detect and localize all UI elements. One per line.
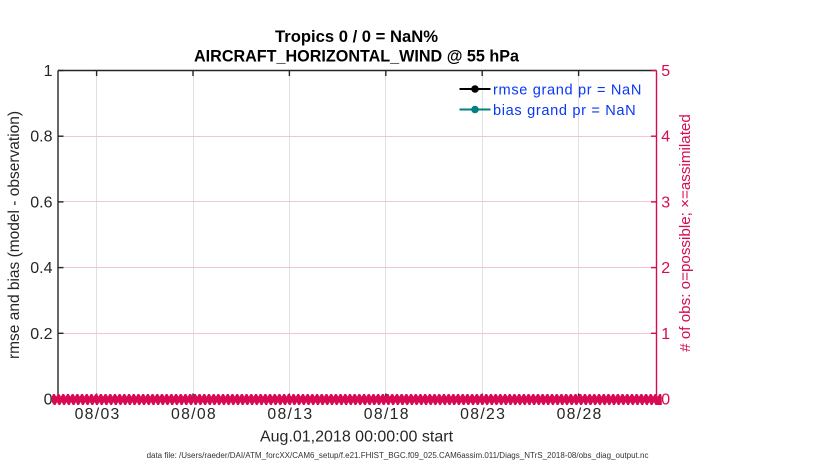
svg-text:Tropics 0 / 0 = NaN%: Tropics 0 / 0 = NaN% bbox=[275, 28, 438, 46]
svg-text:08/23: 08/23 bbox=[460, 406, 506, 423]
svg-text:0.6: 0.6 bbox=[30, 194, 52, 211]
svg-text:data file: /Users/raeder/DAI/A: data file: /Users/raeder/DAI/ATM_forcXX/… bbox=[147, 451, 649, 460]
svg-text:08/18: 08/18 bbox=[364, 406, 410, 423]
svg-text:08/28: 08/28 bbox=[557, 406, 603, 423]
svg-text:1: 1 bbox=[44, 63, 53, 80]
svg-text:2: 2 bbox=[661, 260, 670, 277]
svg-text:bias grand pr = NaN: bias grand pr = NaN bbox=[493, 103, 636, 119]
svg-text:08/03: 08/03 bbox=[75, 406, 121, 423]
svg-text:1: 1 bbox=[661, 326, 670, 343]
svg-text:Aug.01,2018 00:00:00 start: Aug.01,2018 00:00:00 start bbox=[260, 429, 454, 446]
svg-text:rmse and bias (model - observa: rmse and bias (model - observation) bbox=[6, 111, 23, 359]
svg-text:08/13: 08/13 bbox=[267, 406, 313, 423]
svg-text:4: 4 bbox=[661, 129, 670, 146]
svg-text:3: 3 bbox=[661, 194, 670, 211]
svg-text:5: 5 bbox=[661, 63, 670, 80]
svg-text:# of obs: o=possible; ×=assimi: # of obs: o=possible; ×=assimilated bbox=[677, 114, 694, 352]
svg-text:08/08: 08/08 bbox=[171, 406, 217, 423]
svg-text:0: 0 bbox=[661, 392, 670, 409]
svg-text:rmse grand pr = NaN: rmse grand pr = NaN bbox=[493, 82, 642, 98]
svg-text:AIRCRAFT_HORIZONTAL_WIND @ 55: AIRCRAFT_HORIZONTAL_WIND @ 55 hPa bbox=[194, 48, 520, 66]
svg-text:0.2: 0.2 bbox=[30, 326, 52, 343]
svg-text:0.4: 0.4 bbox=[30, 260, 52, 277]
svg-text:0.8: 0.8 bbox=[30, 129, 52, 146]
svg-text:0: 0 bbox=[44, 392, 53, 409]
